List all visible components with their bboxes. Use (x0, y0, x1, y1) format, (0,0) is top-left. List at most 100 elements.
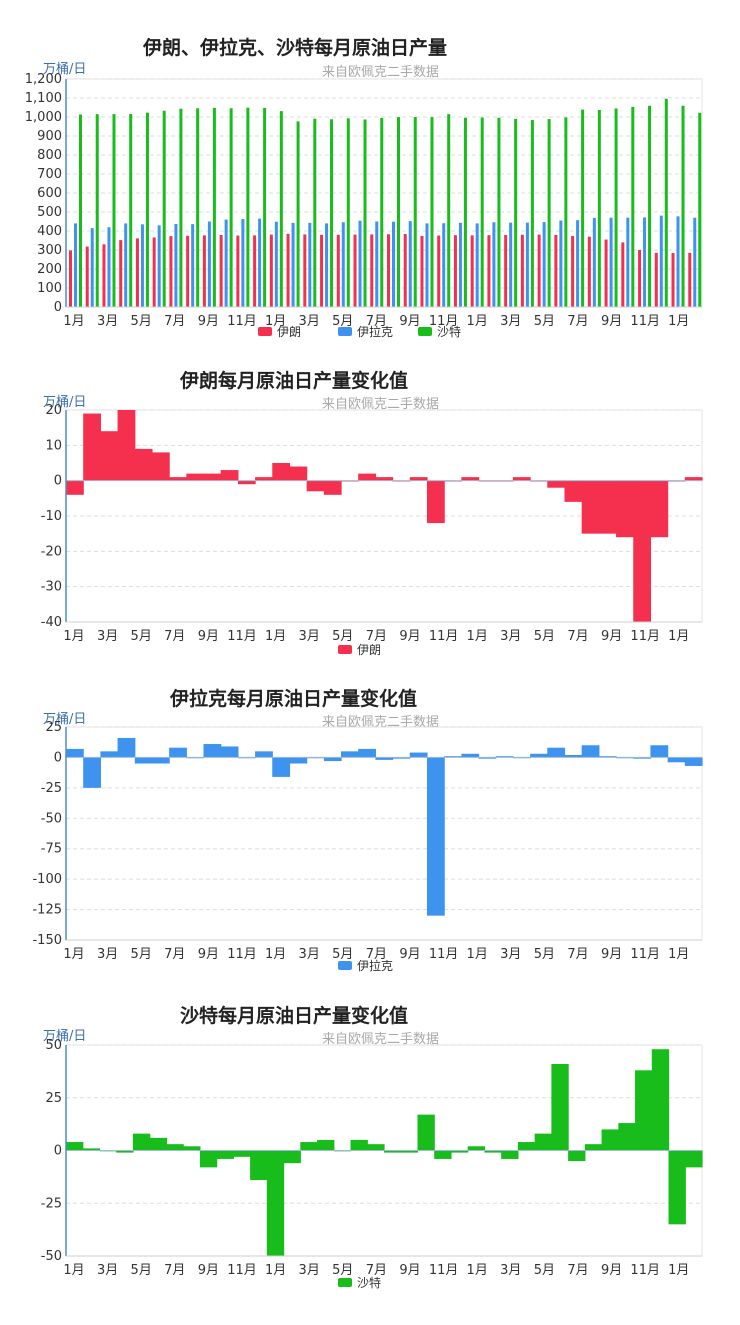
bar-伊拉克 (258, 218, 262, 307)
bar-伊拉克 (525, 222, 529, 307)
bar-沙特 (233, 1150, 251, 1157)
bar-伊拉克 (547, 747, 566, 758)
bar-伊拉克 (409, 752, 428, 758)
bar-沙特 (279, 111, 283, 307)
bar-伊朗 (83, 413, 101, 481)
bar-伊拉克 (66, 748, 84, 758)
bar-伊朗 (512, 477, 531, 481)
bar-伊拉克 (626, 217, 630, 307)
legend-swatch-伊朗 (258, 327, 272, 336)
bar-伊朗 (69, 250, 72, 307)
unit-label: 万桶/日 (43, 1029, 87, 1044)
unit-label: 万桶/日 (43, 62, 87, 77)
y-tick-label: 1,200 (25, 72, 62, 87)
bar-伊朗 (487, 235, 491, 307)
bar-伊朗 (581, 480, 600, 534)
y-tick-label: 500 (37, 205, 62, 220)
x-tick-label: 7月 (164, 629, 185, 644)
iran-change-chart: -40 -30 -20 -10 0 10 20 1月 3月 5月 7月 9月 11月 1月 3月 5月 7月 9月… (41, 403, 703, 657)
x-tick-label: 9月 (399, 1263, 420, 1278)
bar-伊拉克 (693, 217, 697, 307)
bar-沙特 (564, 117, 568, 307)
x-tick-label: 3月 (299, 1263, 320, 1278)
x-tick-label: 7月 (366, 947, 387, 962)
x-tick-label: 1月 (63, 1263, 84, 1278)
x-tick-label: 1月 (265, 314, 286, 329)
y-tick-label: -25 (41, 1196, 62, 1211)
bar-沙特 (397, 117, 400, 307)
x-tick-label: 5月 (332, 947, 353, 962)
bar-沙特 (597, 109, 601, 307)
bar-伊朗 (671, 253, 675, 307)
bar-伊朗 (303, 234, 307, 307)
y-tick-label: 200 (37, 262, 62, 277)
legend-label: 伊拉克 (357, 324, 393, 339)
x-tick-label: 9月 (601, 629, 622, 644)
bar-沙特 (480, 117, 484, 307)
bar-伊拉克 (581, 745, 600, 758)
bar-沙特 (450, 1150, 469, 1153)
bar-伊拉克 (140, 224, 144, 307)
bar-伊朗 (453, 235, 457, 307)
bar-伊朗 (650, 480, 669, 538)
bar-沙特 (250, 1150, 268, 1181)
bar-伊朗 (654, 252, 658, 307)
bar-伊朗 (420, 235, 424, 307)
bar-沙特 (363, 119, 367, 307)
x-tick-label: 1月 (467, 947, 488, 962)
bar-沙特 (112, 114, 116, 308)
bar-沙特 (584, 1144, 603, 1151)
bar-沙特 (166, 1144, 184, 1151)
bar-伊朗 (286, 233, 290, 307)
y-tick-label: 1,100 (25, 91, 62, 106)
legend-label: 伊拉克 (357, 958, 393, 973)
bar-沙特 (216, 1150, 234, 1159)
x-tick-label: 9月 (198, 947, 219, 962)
x-tick-label: 11月 (630, 1263, 660, 1278)
bar-伊朗 (152, 237, 156, 307)
bar-伊朗 (220, 470, 239, 481)
legend-swatch-伊朗 (338, 645, 352, 654)
bar-沙特 (149, 1137, 168, 1151)
bar-伊朗 (633, 480, 652, 622)
bar-沙特 (648, 105, 652, 307)
bar-伊拉克 (444, 756, 462, 758)
x-tick-label: 5月 (332, 1263, 353, 1278)
bar-伊拉克 (684, 757, 703, 766)
bar-伊拉克 (576, 220, 580, 307)
bar-沙特 (614, 108, 618, 307)
bar-伊朗 (370, 234, 374, 307)
x-tick-label: 3月 (97, 1263, 118, 1278)
bar-伊朗 (520, 234, 524, 307)
bar-伊拉克 (74, 223, 77, 307)
bar-伊朗 (604, 239, 608, 307)
bar-沙特 (179, 108, 183, 307)
bar-伊朗 (85, 246, 89, 307)
bar-沙特 (296, 121, 300, 308)
x-tick-label: 11月 (227, 629, 257, 644)
bar-沙特 (635, 1070, 653, 1151)
bar-沙特 (568, 1150, 586, 1162)
bar-伊拉克 (157, 225, 161, 307)
source-subtitle: 来自欧佩克二手数据 (322, 397, 440, 412)
bar-伊朗 (358, 473, 377, 481)
bar-伊朗 (119, 240, 123, 307)
bar-伊朗 (237, 480, 256, 485)
bar-伊拉克 (392, 757, 411, 759)
bar-沙特 (547, 119, 551, 307)
bar-伊拉克 (124, 223, 128, 307)
x-tick-label: 11月 (227, 1263, 257, 1278)
bar-沙特 (79, 114, 82, 307)
x-tick-label: 3月 (299, 314, 320, 329)
x-tick-label: 11月 (429, 947, 459, 962)
bar-伊拉克 (255, 751, 273, 758)
panel-iran-change: 伊朗每月原油日产量变化值 万桶/日 来自欧佩克二手数据 -40 -30 -20 -10… (41, 370, 703, 657)
x-tick-label: 7月 (366, 629, 387, 644)
bar-沙特 (346, 118, 350, 307)
y-tick-label: -100 (32, 872, 62, 887)
bar-伊拉克 (272, 757, 291, 777)
y-tick-label: -25 (41, 781, 62, 796)
legend-label: 伊朗 (357, 643, 381, 657)
bar-伊朗 (102, 244, 106, 307)
y-tick-label: 20 (45, 403, 62, 418)
